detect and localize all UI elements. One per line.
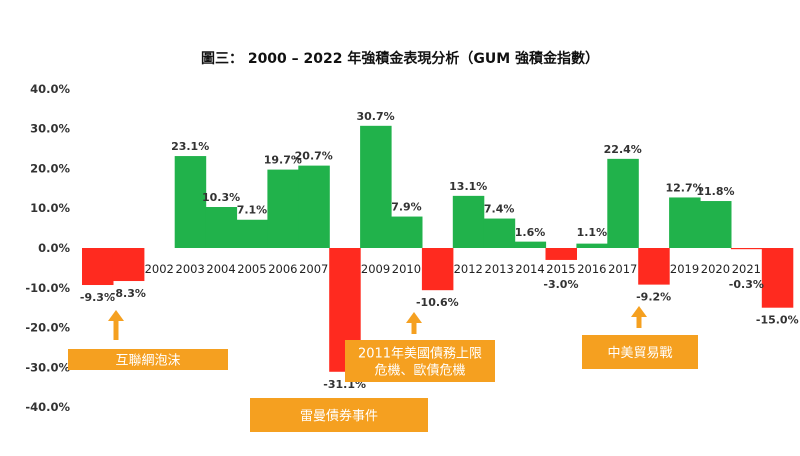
data-label: 20.7% [295,150,333,163]
x-tick-label: 2004 [206,262,235,276]
bar-2001 [112,248,145,282]
data-label: -8.3% [111,287,146,300]
x-tick-label: 2015 [546,262,575,276]
x-tick-label: 2019 [670,262,699,276]
y-tick-label: 30.0% [30,122,70,136]
x-tick-label: 2002 [145,262,174,276]
x-tick-label: 2005 [237,262,266,276]
x-tick-label: 2014 [515,262,544,276]
x-tick-label: 2012 [454,262,483,276]
data-label: 11.8% [696,185,734,198]
y-tick-label: -20.0% [25,321,70,335]
bar-2011 [421,248,454,291]
bar-2022 [761,248,794,308]
x-tick-label: 2021 [732,262,761,276]
y-tick-label: -30.0% [25,360,70,374]
data-label: 1.6% [515,226,546,239]
annotation-text: 中美貿易戰 [607,346,672,361]
bar-2009 [360,125,392,248]
annotation-box [345,340,495,382]
annotation: 雷曼債券事件 [250,398,428,432]
x-tick-label: 2020 [701,262,730,276]
bar-2012 [452,195,485,248]
bar-2004 [205,207,238,248]
annotation-text: 雷曼債券事件 [300,408,378,424]
bar-2014 [514,241,547,248]
annotation-box [582,335,698,369]
up-arrow-icon [406,312,422,334]
annotation-box [250,398,428,432]
data-label: 7.4% [484,203,515,216]
y-tick-label: 10.0% [30,201,70,215]
bar-2017 [607,158,639,248]
up-arrow-icon [631,306,647,328]
bar-2019 [669,197,701,248]
bar-2015 [545,248,577,260]
data-label: -9.2% [636,291,671,304]
annotation: 中美貿易戰 [582,306,698,369]
x-tick-label: 2009 [361,262,390,276]
y-tick-label: 20.0% [30,161,70,175]
bar-2006 [267,169,299,248]
data-label: 13.1% [449,180,487,193]
data-label: -0.3% [729,278,764,291]
data-label: 19.7% [264,154,302,167]
bar-2021 [730,248,763,250]
x-tick-label: 2007 [299,262,328,276]
y-axis: 40.0% 30.0% 20.0% 10.0% 0.0% -10.0% -20.0% -30.… [25,82,70,414]
bars [82,125,794,372]
data-label: -3.0% [543,278,578,291]
data-label: 23.1% [171,140,209,153]
bar-2018 [638,248,670,285]
data-label: -15.0% [756,314,799,327]
x-axis-categories: 2002 2003 2004 2005 2006 2007 2009 2010 2012 2013… [145,262,761,276]
data-label: 12.7% [665,181,703,194]
x-tick-label: 2013 [485,262,514,276]
annotation-text: 互聯網泡沫 [115,354,180,369]
x-tick-label: 2017 [608,262,637,276]
y-tick-label: 40.0% [30,82,70,96]
x-tick-label: 2003 [176,262,205,276]
annotation-text: 2011年美國債務上限 [358,347,482,362]
data-label: 7.9% [391,201,422,214]
bar-2000 [82,248,114,286]
bar-2016 [576,243,608,248]
data-label: -9.3% [80,291,115,304]
data-label: -10.6% [416,296,459,309]
data-label: 22.4% [604,143,642,156]
annotation: 互聯網泡沫 [68,310,228,370]
y-tick-label: -10.0% [25,281,70,295]
annotation-text: 危機、歐債危機 [374,364,465,379]
bar-2013 [483,218,516,248]
data-label: 30.7% [356,110,394,123]
bar-2005 [236,219,268,248]
up-arrow-icon [108,310,124,340]
annotation-box [68,349,228,370]
bar-2003 [174,156,207,248]
chart-title: 圖三： 2000 – 2022 年強積金表現分析（GUM 強積金指數） [201,50,599,67]
data-label: 10.3% [202,191,240,204]
x-tick-label: 2010 [392,262,421,276]
y-tick-label: -40.0% [25,400,70,414]
x-tick-label: 2016 [577,262,606,276]
data-label: 7.1% [237,204,268,217]
data-label: 1.1% [577,226,608,239]
bar-2010 [391,216,423,248]
bar-2020 [700,201,732,248]
y-tick-label: 0.0% [38,241,70,255]
x-tick-label: 2006 [268,262,297,276]
bar-2007 [298,165,330,248]
